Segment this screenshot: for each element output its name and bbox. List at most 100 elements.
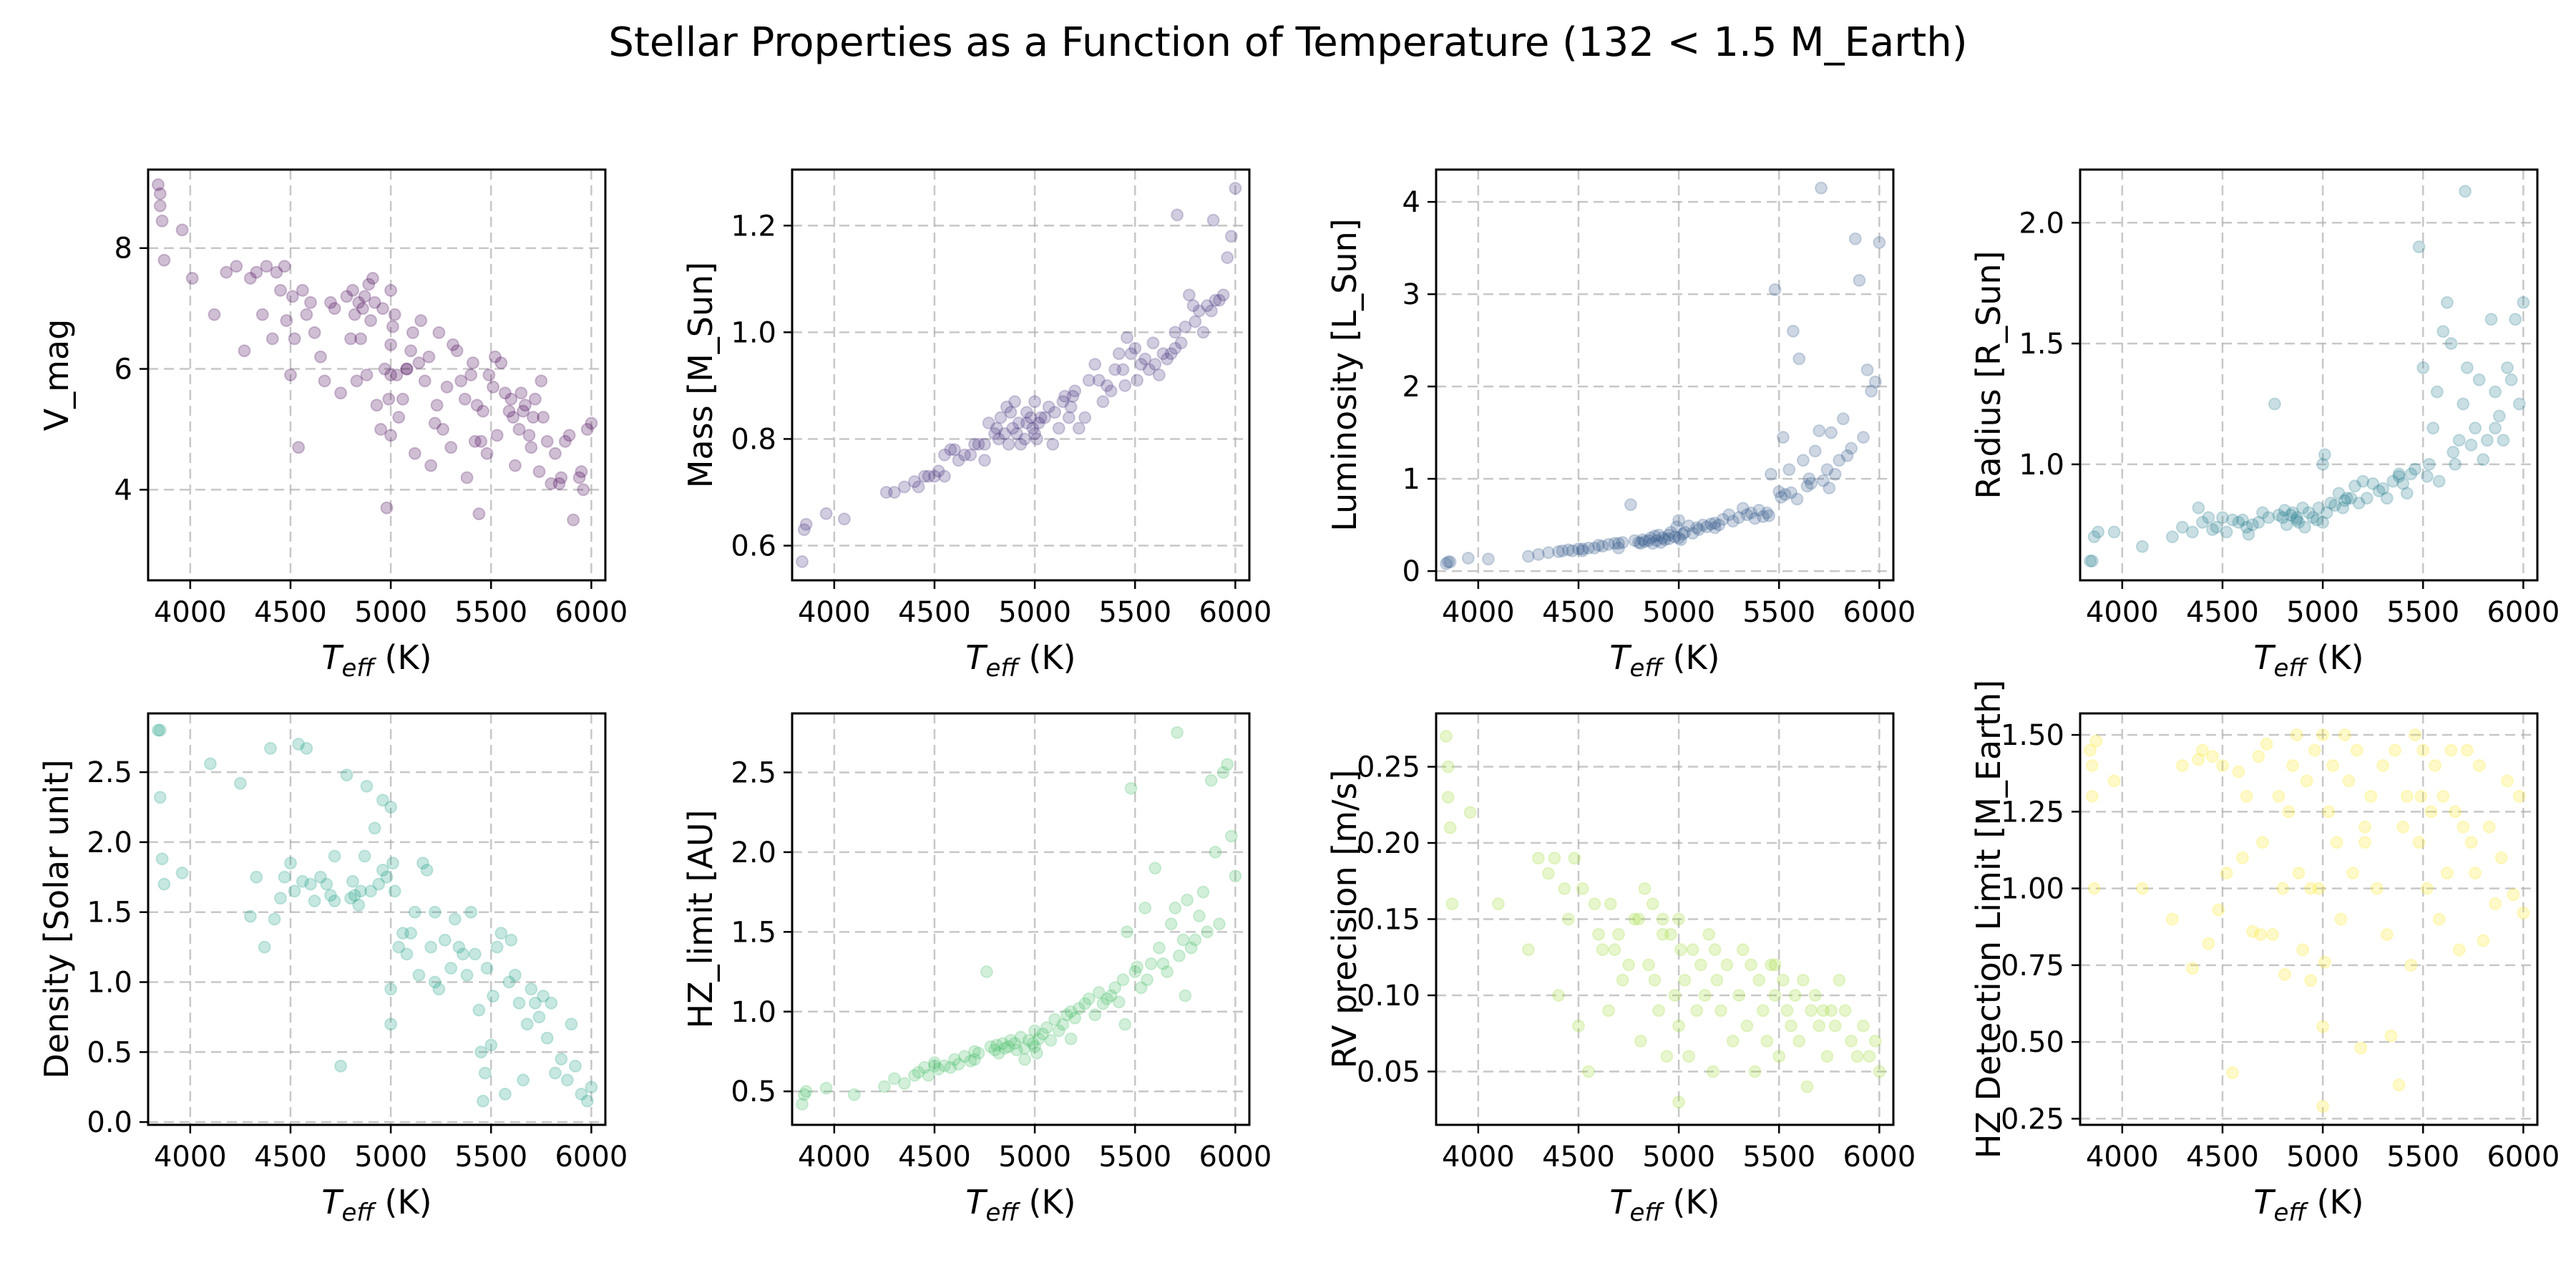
axes-frame [2079, 712, 2539, 1126]
data-point [1602, 1004, 1615, 1018]
data-point [2312, 882, 2326, 895]
data-point [1171, 726, 1184, 739]
x-tick-label: 5500 [1742, 596, 1815, 629]
data-point [1868, 1034, 1882, 1048]
data-point [1857, 431, 1870, 444]
data-point [1104, 989, 1118, 1002]
data-point [1752, 504, 1766, 517]
data-point [837, 512, 851, 526]
data-point [540, 434, 554, 448]
data-point [1010, 1043, 1023, 1057]
y-tick-label: 0.50 [2001, 1026, 2064, 1059]
data-point [350, 374, 364, 388]
x-tick-label: 4500 [254, 596, 327, 629]
data-point [2292, 867, 2306, 880]
data-point [1558, 882, 1571, 895]
data-point [438, 933, 452, 947]
y-tick-label: 1 [1402, 463, 1420, 496]
data-point [1760, 506, 1774, 519]
data-point [1196, 326, 1210, 339]
x-axis-label: Teff (K) [2253, 1183, 2363, 1227]
data-point [1576, 542, 1589, 556]
data-point [575, 1088, 588, 1101]
data-point [428, 416, 441, 430]
data-point [1028, 1024, 1042, 1038]
data-point [1562, 543, 1575, 557]
data-point [879, 486, 893, 499]
data-point [490, 940, 504, 954]
data-point [928, 1056, 941, 1070]
data-point [2477, 934, 2490, 947]
data-point [2370, 882, 2384, 895]
data-point [2364, 789, 2378, 803]
data-point [1780, 1004, 1794, 1018]
data-point [414, 314, 428, 327]
data-point [2226, 513, 2239, 527]
data-point [2316, 1100, 2330, 1113]
data-point [2507, 888, 2520, 902]
data-point [382, 392, 396, 406]
data-point [1712, 518, 1726, 532]
data-point [1141, 973, 1154, 987]
data-point [1008, 395, 1022, 409]
data-point [1221, 758, 1234, 771]
data-point [1128, 341, 1142, 355]
data-point [1548, 852, 1561, 865]
data-point [2298, 520, 2311, 534]
data-point [504, 933, 518, 947]
data-point [532, 465, 546, 479]
x-tick-label: 6000 [2487, 596, 2560, 629]
data-point [1131, 960, 1144, 974]
data-point [1018, 432, 1032, 446]
data-point [2292, 516, 2306, 529]
data-point [1092, 374, 1106, 387]
data-point [998, 427, 1012, 440]
x-tick-label: 5500 [1098, 1141, 1171, 1174]
data-point [1022, 1033, 1035, 1047]
data-point [487, 990, 500, 1003]
data-point [386, 857, 399, 870]
data-point [527, 411, 540, 424]
data-point [1833, 454, 1846, 467]
data-point [2092, 525, 2105, 539]
x-axis-label: Teff (K) [965, 1183, 1075, 1227]
data-point [518, 399, 532, 412]
data-point [185, 271, 199, 285]
data-point [1873, 235, 1886, 249]
y-tick-label: 1.50 [2001, 719, 2064, 752]
data-point [1624, 498, 1637, 512]
data-point [1845, 441, 1858, 455]
data-point [1148, 358, 1162, 371]
data-point [1161, 965, 1174, 978]
data-point [1646, 897, 1659, 911]
y-tick-label: 0.10 [1357, 980, 1420, 1013]
x-tick-label: 4000 [798, 596, 871, 629]
data-point [233, 776, 247, 790]
data-point [2316, 457, 2330, 471]
data-point [1204, 774, 1218, 787]
data-point [512, 996, 526, 1010]
data-point [416, 857, 429, 870]
data-point [2489, 385, 2502, 399]
data-point [1800, 1080, 1814, 1093]
y-tick-label: 0.25 [1357, 751, 1420, 784]
data-point [270, 265, 283, 279]
data-point [1229, 182, 1242, 195]
data-point [1181, 893, 1194, 907]
x-axis-label: Teff (K) [1609, 638, 1719, 683]
y-tick-label: 2.0 [87, 826, 132, 859]
data-point [847, 1088, 861, 1101]
data-point [1006, 421, 1020, 435]
data-point [1816, 1004, 1830, 1018]
data-point [1802, 472, 1816, 486]
data-point [468, 947, 482, 961]
scatter-series [152, 723, 598, 1108]
data-point [354, 332, 368, 346]
data-point [1172, 949, 1186, 962]
data-point [797, 523, 811, 537]
x-tick-label: 4000 [154, 596, 227, 629]
data-point [1144, 957, 1158, 970]
data-point [2492, 409, 2506, 423]
data-point [2328, 499, 2341, 512]
data-point [2286, 506, 2300, 519]
